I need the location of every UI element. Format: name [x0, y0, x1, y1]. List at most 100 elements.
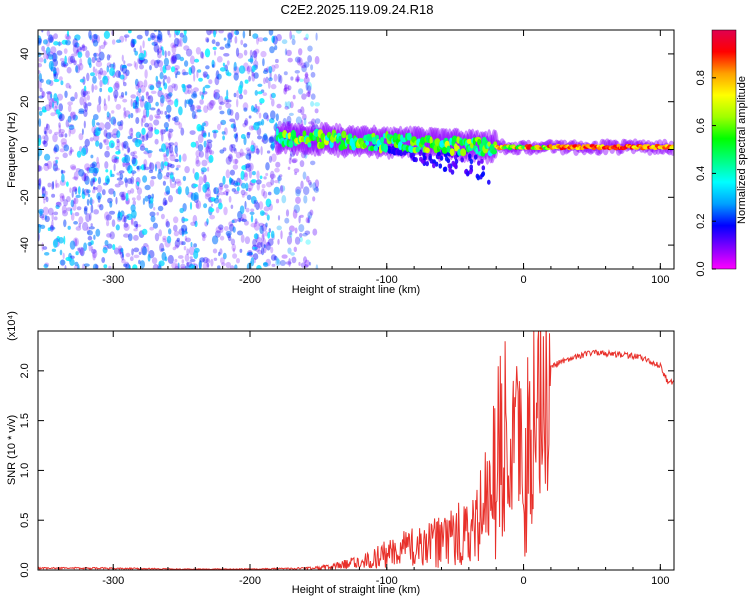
- spectrogram-cell: [188, 246, 195, 256]
- spectrogram-cell: [168, 128, 174, 133]
- spectrogram-cell: [266, 114, 270, 122]
- spectrogram-cell: [78, 133, 84, 141]
- spectrogram-cell: [84, 173, 89, 182]
- spectrogram-cell: [312, 182, 317, 191]
- spectrogram-cell: [302, 171, 307, 180]
- spectrogram-cell: [81, 188, 85, 195]
- spectrogram-cell: [266, 241, 271, 251]
- spectrogram-cell: [305, 71, 308, 80]
- spectrogram-cell: [156, 108, 161, 116]
- spectrogram-cell: [172, 246, 176, 251]
- spectrogram-cell: [92, 186, 98, 191]
- spectrogram-cell: [83, 172, 86, 182]
- spectrogram-cell: [130, 176, 135, 185]
- spectrogram-cell: [68, 124, 75, 131]
- spectrogram-cell: [64, 133, 68, 138]
- spectrogram-cell: [170, 66, 176, 73]
- spectrogram-cell: [154, 163, 158, 172]
- spectrogram-cell: [128, 233, 133, 242]
- spectrogram-cell: [262, 37, 268, 42]
- spectrogram-cell: [41, 242, 44, 252]
- spectrogram-cell: [109, 63, 115, 68]
- spectrogram-cell: [90, 248, 97, 254]
- spectrogram-cell: [143, 134, 149, 141]
- spectrogram-cell: [90, 204, 94, 214]
- spectrogram-cell: [92, 39, 99, 47]
- spectrogram-cell: [136, 165, 140, 170]
- spectrogram-cell: [79, 96, 84, 106]
- spectrogram-cell: [299, 128, 303, 134]
- spectrogram-cell: [261, 184, 266, 189]
- spectrogram-x-ticks: -300 -200 -100 0 100: [58, 30, 670, 286]
- spectrogram-cell: [168, 33, 172, 38]
- spectrogram-cell: [220, 257, 225, 264]
- spectrogram-cell: [69, 146, 73, 154]
- spectrogram-cell: [53, 147, 58, 152]
- spectrogram-cell: [67, 104, 72, 113]
- spectrogram-cell: [163, 161, 168, 167]
- spectrogram-cell: [127, 178, 133, 184]
- spectrogram-cell: [167, 50, 171, 57]
- spectrogram-cell: [232, 226, 236, 233]
- spectrogram-cell: [59, 249, 63, 256]
- spectrogram-cell: [236, 90, 239, 99]
- spectrogram-cell: [307, 45, 313, 52]
- snr-y-label: SNR (10 * v/v): [6, 415, 18, 485]
- spectrogram-cell: [143, 243, 149, 248]
- spectrogram-cell: [111, 173, 115, 178]
- spectrogram-cell: [95, 228, 101, 237]
- spectrogram-cell: [124, 154, 131, 164]
- spectrogram-cell: [123, 60, 126, 65]
- spectrogram-cell: [87, 193, 91, 198]
- spectrogram-cell: [173, 224, 178, 232]
- spectrogram-cell: [165, 147, 169, 157]
- spectrogram-cell: [87, 235, 93, 241]
- spectrogram-cell: [73, 197, 79, 205]
- spectrogram-cell: [205, 37, 210, 43]
- spectrogram-cell: [67, 115, 72, 123]
- spectrogram-marks: [38, 30, 674, 269]
- spectrogram-cell: [263, 77, 266, 85]
- spectrogram-cell: [267, 191, 272, 196]
- spectrogram-cell: [277, 73, 281, 83]
- spectrogram-cell: [195, 105, 202, 110]
- spectrogram-cell: [473, 154, 478, 160]
- spectrogram-cell: [214, 76, 220, 86]
- spectrogram-cell: [165, 185, 171, 195]
- spectrogram-cell: [150, 90, 157, 95]
- spectrogram-cell: [61, 204, 67, 214]
- spectrogram-cell: [230, 144, 236, 148]
- spectrogram-cell: [74, 34, 81, 41]
- spectrogram-cell: [253, 253, 259, 260]
- spectrogram-cell: [202, 236, 206, 242]
- spectrogram-cell: [102, 41, 108, 46]
- spectrogram-cell: [266, 181, 273, 188]
- spectrogram-cell: [452, 162, 457, 168]
- spectrogram-cell: [81, 147, 87, 157]
- spectrogram-cell: [425, 147, 430, 154]
- spectrogram-cell: [160, 161, 164, 171]
- spectrogram-cell: [63, 199, 68, 207]
- spectrogram-cell: [64, 90, 68, 99]
- spectrogram-cell: [447, 163, 452, 169]
- spectrogram-cell: [81, 43, 86, 52]
- spectrogram-cell: [166, 172, 170, 178]
- spectrogram-cell: [272, 142, 275, 147]
- spectrogram-cell: [252, 238, 257, 247]
- spectrogram-cell: [202, 233, 207, 239]
- spectrogram-cell: [222, 252, 227, 260]
- spectrogram-cell: [253, 142, 256, 150]
- spectrogram-cell: [94, 125, 97, 134]
- spectrogram-cell: [153, 43, 160, 53]
- spectrogram-cell: [162, 49, 165, 56]
- spectrogram-cell: [177, 262, 180, 269]
- y-tick-label: 0: [19, 146, 31, 152]
- spectrogram-cell: [254, 103, 258, 109]
- spectrogram-cell: [150, 127, 154, 133]
- spectrogram-cell: [114, 156, 120, 160]
- spectrogram-cell: [176, 181, 182, 187]
- spectrogram-cell: [135, 100, 139, 108]
- spectrogram-cell: [305, 239, 311, 245]
- spectrogram-cell: [284, 83, 287, 93]
- spectrogram-cell: [206, 218, 209, 226]
